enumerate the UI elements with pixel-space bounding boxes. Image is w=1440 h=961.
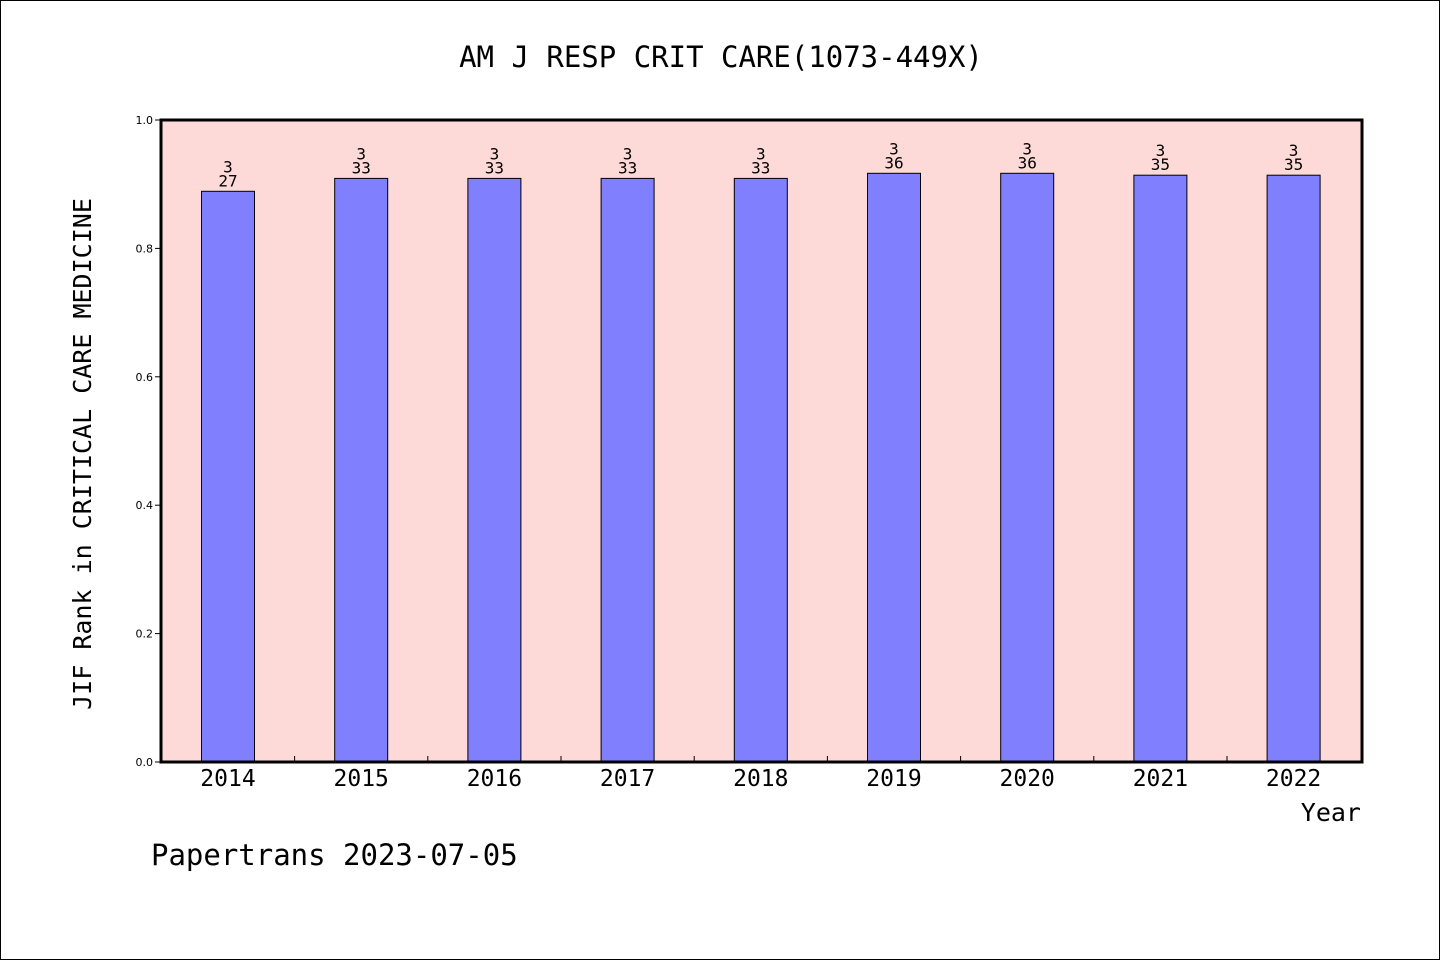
x-tick-label-2016: 2016 — [467, 766, 522, 792]
bars-layer — [201, 172, 1321, 763]
data-label-top-2022: 3 — [1289, 141, 1299, 160]
data-label-bottom-2017: 33 — [618, 158, 637, 177]
data-label-bottom-2020: 36 — [1018, 153, 1037, 172]
y-axis-ticks: 0.0 0.2 0.4 0.6 0.8 1.0 — [136, 114, 161, 769]
x-tick-label-2020: 2020 — [1000, 766, 1055, 792]
bar-2018 — [733, 177, 788, 763]
data-label-top-2015: 3 — [356, 144, 366, 163]
x-tick-label-2022: 2022 — [1266, 766, 1321, 792]
bar-2017 — [600, 177, 655, 763]
footer-watermark: Papertrans 2023-07-05 — [151, 838, 518, 872]
bar-2021 — [1133, 174, 1188, 763]
x-tick-label-2014: 2014 — [200, 766, 255, 792]
y-tick-label-0.0: 0.0 — [136, 756, 154, 769]
bar-2014 — [201, 190, 255, 763]
data-label-top-2020: 3 — [1022, 139, 1032, 158]
y-tick-label-0.8: 0.8 — [136, 242, 154, 255]
chart-title: AM J RESP CRIT CARE(1073-449X) — [459, 40, 983, 74]
y-axis-label: JIF Rank in CRITICAL CARE MEDICINE — [68, 198, 97, 710]
data-label-top-2019: 3 — [889, 139, 899, 158]
x-tick-label-2019: 2019 — [866, 766, 921, 792]
y-tick-label-0.2: 0.2 — [136, 628, 154, 641]
y-tick-label-0.4: 0.4 — [136, 499, 154, 512]
data-label-bottom-2019: 36 — [884, 153, 903, 172]
bar-2020 — [1000, 172, 1055, 763]
data-label-bottom-2018: 33 — [751, 158, 770, 177]
y-tick-label-1.0: 1.0 — [136, 114, 154, 127]
x-tick-label-2017: 2017 — [600, 766, 655, 792]
data-label-top-2021: 3 — [1156, 141, 1166, 160]
x-tick-label-2021: 2021 — [1133, 766, 1188, 792]
data-label-top-2017: 3 — [623, 144, 633, 163]
data-label-bottom-2016: 33 — [485, 158, 504, 177]
x-axis-label: Year — [1301, 798, 1361, 827]
data-label-bottom-2014: 27 — [218, 171, 237, 190]
y-tick-label-0.6: 0.6 — [136, 371, 154, 384]
bar-2022 — [1266, 174, 1321, 763]
data-label-bottom-2021: 35 — [1151, 155, 1170, 174]
data-label-top-2014: 3 — [223, 157, 233, 176]
data-label-bottom-2015: 33 — [352, 158, 371, 177]
data-label-top-2018: 3 — [756, 144, 766, 163]
data-label-top-2016: 3 — [490, 144, 500, 163]
x-tick-label-2018: 2018 — [733, 766, 788, 792]
bar-2016 — [467, 177, 522, 763]
data-label-bottom-2022: 35 — [1284, 155, 1303, 174]
x-tick-label-2015: 2015 — [334, 766, 389, 792]
x-axis-ticks: 2014 2015 2016 2017 2018 2019 2020 2021 2022 — [200, 756, 1321, 792]
bar-2019 — [867, 172, 921, 763]
plot-border — [159, 118, 1364, 764]
bar-2015 — [334, 177, 389, 763]
